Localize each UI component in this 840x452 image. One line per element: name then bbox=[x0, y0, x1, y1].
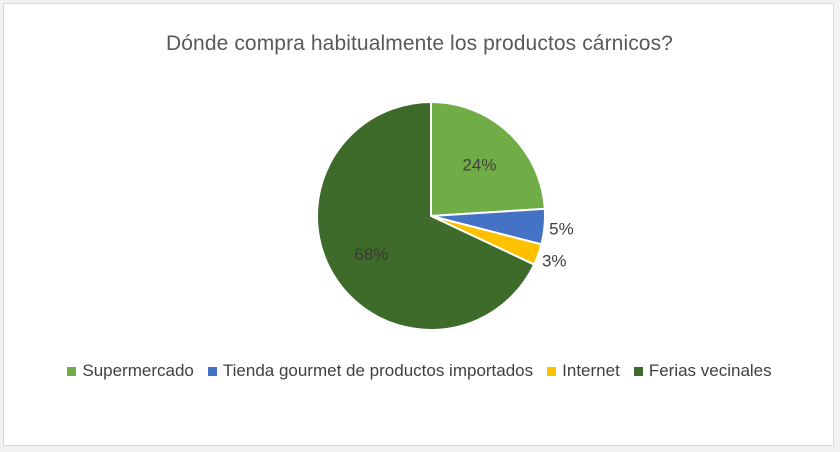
legend-item: Tienda gourmet de productos importados bbox=[207, 361, 534, 381]
chart-title: Dónde compra habitualmente los productos… bbox=[166, 32, 673, 55]
legend-swatch bbox=[633, 366, 643, 376]
chart-area: Dónde compra habitualmente los productos… bbox=[3, 3, 834, 446]
legend-label: Tienda gourmet de productos importados bbox=[222, 361, 534, 380]
legend-item: Ferias vecinales bbox=[633, 361, 772, 381]
legend-swatch bbox=[207, 366, 217, 376]
legend-label: Internet bbox=[562, 361, 620, 380]
data-label-supermercado: 24% bbox=[462, 155, 496, 174]
data-label-tienda-gourmet-de-productos-importados: 5% bbox=[549, 219, 574, 238]
data-label-internet: 3% bbox=[542, 251, 567, 270]
legend-label: Supermercado bbox=[82, 361, 194, 380]
legend-swatch bbox=[67, 366, 77, 376]
data-label-ferias-vecinales: 68% bbox=[354, 245, 388, 264]
legend-item: Supermercado bbox=[67, 361, 194, 381]
pie-slice-supermercado bbox=[430, 100, 546, 218]
legend-swatch bbox=[547, 366, 557, 376]
legend-item: Internet bbox=[547, 361, 620, 381]
legend: Supermercado Tienda gourmet de productos … bbox=[4, 361, 835, 381]
pie-slice-ferias-vecinales bbox=[316, 100, 536, 331]
pie-chart: 24% 5% 3% 68% bbox=[316, 100, 574, 331]
legend-label: Ferias vecinales bbox=[648, 361, 772, 380]
